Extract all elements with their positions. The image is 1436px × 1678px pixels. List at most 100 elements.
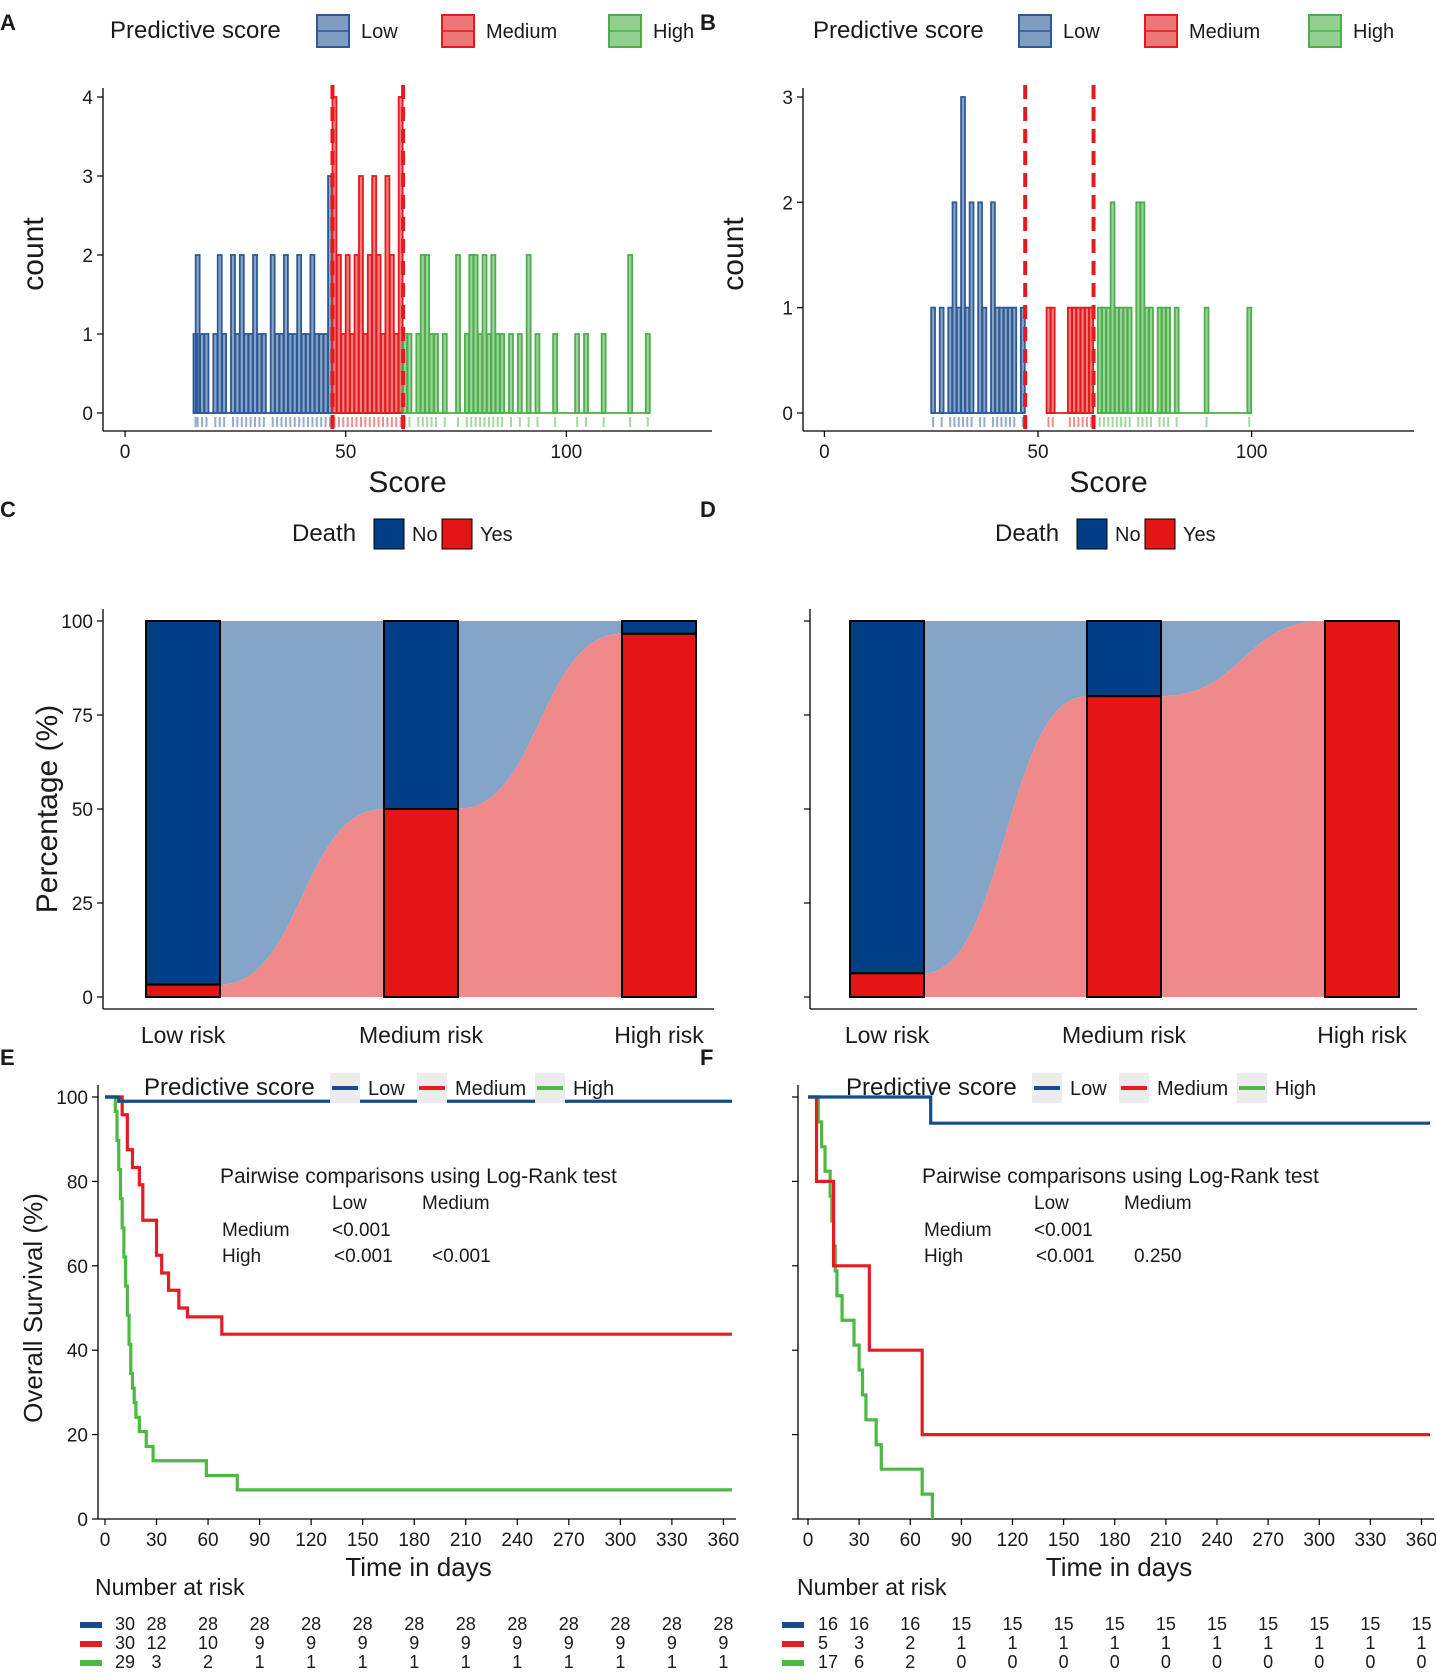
y-tick-label: 50 <box>72 800 93 821</box>
histogram-bar-low <box>283 254 289 414</box>
risk-cell: 12 <box>147 1633 167 1653</box>
stats-header: Low <box>332 1193 367 1214</box>
legend-label-yes: Yes <box>480 524 513 546</box>
risk-cell: 29 <box>115 1652 135 1672</box>
risk-cell: 1 <box>718 1652 728 1672</box>
risk-cell: 15 <box>1411 1614 1431 1634</box>
risk-cell: 0 <box>1007 1652 1017 1672</box>
x-tick-label: 360 <box>708 1530 740 1551</box>
histogram-bar-medium <box>397 96 404 414</box>
histogram-bar-low <box>278 333 285 414</box>
histogram-bar-high <box>477 333 483 414</box>
survival-curve-low <box>808 1095 1430 1125</box>
histogram-bar-high <box>508 333 514 414</box>
histogram-bar-high <box>494 333 501 414</box>
risk-table-title: Number at risk <box>797 1574 947 1600</box>
risk-cell: 15 <box>1002 1614 1022 1634</box>
histogram-bar-high <box>1165 306 1171 414</box>
x-tick-label: 240 <box>501 1530 533 1551</box>
y-tick-label: 2 <box>82 246 93 267</box>
y-tick-label: 60 <box>67 1257 88 1278</box>
legend-label-medium: Medium <box>486 21 557 43</box>
histogram-bar-low <box>990 201 996 414</box>
histogram-bar-low <box>221 333 228 414</box>
histogram-bar-low <box>951 201 958 414</box>
histogram-bar-medium <box>349 333 356 414</box>
y-axis-title: Overall Survival (%) <box>18 1193 48 1423</box>
histogram-bar-low <box>305 333 311 414</box>
stats-value: 0.250 <box>1134 1246 1182 1267</box>
legend-b-items: Predictive score Low Medium High <box>813 14 1394 48</box>
histogram-bar-low <box>947 306 954 414</box>
risk-cell: 1 <box>1059 1633 1069 1653</box>
legend-label-high: High <box>573 1078 614 1100</box>
risk-cell: 1 <box>409 1652 419 1672</box>
histogram-bar-high <box>1118 306 1124 414</box>
risk-cell: 6 <box>854 1652 864 1672</box>
y-axis-title: count <box>17 217 50 291</box>
histogram-bar-high <box>428 333 435 414</box>
legend-label-low: Low <box>368 1078 405 1100</box>
risk-cell: 15 <box>1207 1614 1227 1634</box>
histogram-bar-medium <box>371 175 378 414</box>
stats-title: Pairwise comparisons using Log-Rank test <box>922 1165 1319 1188</box>
risk-cell: 0 <box>1212 1652 1222 1672</box>
risk-cell: 1 <box>564 1652 574 1672</box>
risk-row-key-high <box>80 1660 102 1666</box>
risk-cell: 28 <box>559 1614 579 1634</box>
chart-e: 0 20 40 60 80 100 0 30 60 90 120 150 180 210 240 270 300… <box>18 1085 739 1672</box>
panel-letter-d: D <box>700 497 716 522</box>
histogram-bar-medium <box>380 333 386 414</box>
y-tick-label: 80 <box>67 1172 88 1193</box>
histogram-bar-high <box>1126 306 1133 414</box>
histogram-bar-low <box>274 333 280 414</box>
y-tick-label: 40 <box>67 1341 88 1362</box>
risk-cell: 9 <box>306 1633 316 1653</box>
stats-value: <0.001 <box>1036 1246 1095 1267</box>
risk-cell: 0 <box>956 1652 966 1672</box>
survival-curve-medium <box>105 1095 732 1336</box>
histogram-bar-high <box>1139 201 1146 414</box>
risk-cell: 1 <box>461 1652 471 1672</box>
x-tick-label: 210 <box>450 1530 482 1551</box>
histogram-bar-high <box>1148 306 1154 414</box>
risk-cell: 1 <box>1007 1633 1017 1653</box>
x-tick-label: 90 <box>951 1530 972 1551</box>
histogram-bar-high <box>1135 201 1142 414</box>
risk-cell: 1 <box>1161 1633 1171 1653</box>
histogram-bar-high <box>481 254 488 414</box>
risk-cell: 1 <box>306 1652 316 1672</box>
legend-title: Predictive score <box>846 1074 1017 1101</box>
histogram-bar-low <box>296 254 303 414</box>
histogram-bar-high <box>1109 201 1116 414</box>
risk-cell: 0 <box>1365 1652 1375 1672</box>
x-tick-label: 300 <box>1303 1530 1335 1551</box>
flow-ribbon-yes <box>1161 621 1325 997</box>
histogram-bar-medium <box>1049 306 1056 414</box>
risk-cell: 10 <box>198 1633 218 1653</box>
histogram-bar-low <box>981 306 988 414</box>
histogram-bar-high <box>455 254 461 414</box>
risk-cell: 2 <box>905 1652 915 1672</box>
histogram-bar-low <box>256 333 263 414</box>
histogram-bar-high <box>490 254 497 414</box>
risk-cell: 28 <box>353 1614 373 1634</box>
panel-letter-f: F <box>700 1045 713 1070</box>
histogram-bar-medium <box>1079 306 1086 414</box>
chart-b: 0 1 2 3 0 50 100 Score count <box>717 85 1414 499</box>
histogram-bar-low <box>300 333 307 414</box>
histogram-bar-high <box>406 333 413 414</box>
stack-bar-no <box>1086 620 1162 698</box>
risk-cell: 1 <box>1212 1633 1222 1653</box>
risk-cell: 1 <box>512 1652 522 1672</box>
chart-a: 0 1 2 3 4 0 50 100 Score count <box>17 85 712 499</box>
risk-cell: 1 <box>667 1652 677 1672</box>
flow-ribbon-no <box>1161 621 1325 697</box>
legend-title: Death <box>995 520 1059 547</box>
histogram-bar-high <box>1105 306 1112 414</box>
histogram-bar-low <box>238 254 245 414</box>
histogram-bar-medium <box>388 254 395 414</box>
risk-cell: 1 <box>1314 1633 1324 1653</box>
risk-cell: 28 <box>507 1614 527 1634</box>
stack-bar-yes <box>383 808 459 998</box>
